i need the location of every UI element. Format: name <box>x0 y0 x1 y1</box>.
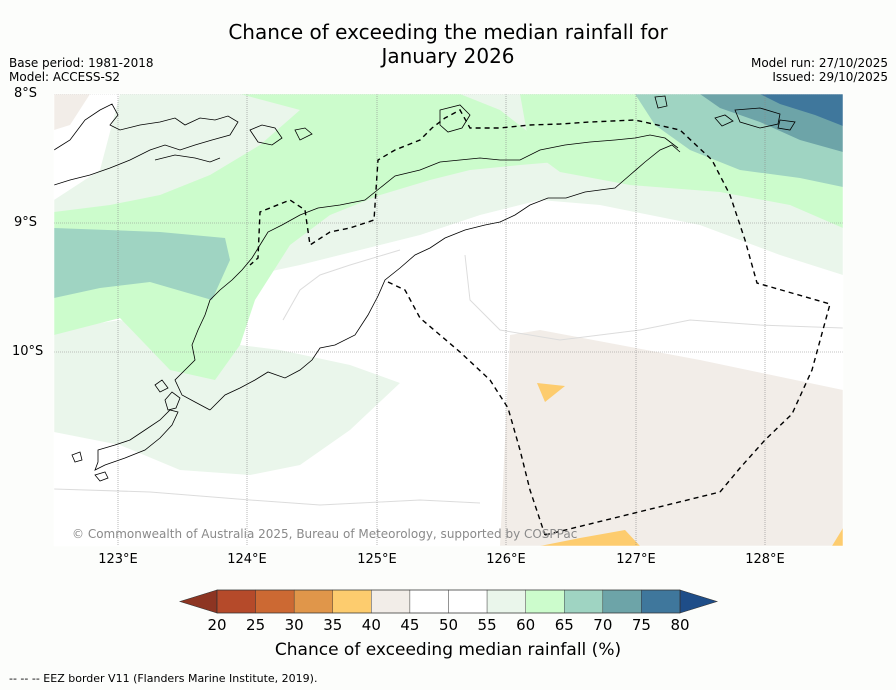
lon-label-124e: 124°E <box>227 552 267 567</box>
region-40-45 <box>500 330 843 546</box>
base-period: Base period: 1981-2018 <box>9 56 154 70</box>
colorbar-tick-label: 55 <box>477 616 497 634</box>
colorbar-tick-label: 35 <box>323 616 343 634</box>
region-75-80 <box>760 94 843 126</box>
colorbar <box>178 589 719 614</box>
region-40-45-top-left <box>54 94 90 130</box>
model-name: Model: ACCESS-S2 <box>9 70 121 84</box>
colorbar-cell <box>448 589 488 614</box>
lon-label-128e: 128°E <box>745 552 785 567</box>
meta-left: Base period: 1981-2018 Model: ACCESS-S2 <box>9 56 154 84</box>
region-60-65 <box>54 94 580 380</box>
region-55-60-lower <box>54 320 400 475</box>
issued-date: Issued: 29/10/2025 <box>772 70 888 84</box>
colorbar-cell <box>255 589 295 614</box>
colorbar-tick-label: 40 <box>361 616 381 634</box>
colorbar-cell <box>641 589 681 614</box>
colorbar-tick-label: 65 <box>554 616 574 634</box>
colorbar-tick-label: 70 <box>593 616 613 634</box>
colorbar-cell <box>486 589 526 614</box>
region-35-40-patch <box>537 383 565 402</box>
colorbar-tick-label: 45 <box>400 616 420 634</box>
title-line-2: January 2026 <box>381 44 515 68</box>
lat-label-9s: 9°S <box>14 215 38 230</box>
region-35-40-corner <box>832 528 843 546</box>
colorbar-tick-label: 20 <box>207 616 227 634</box>
colorbar-tick-label: 80 <box>670 616 690 634</box>
copyright-notice: © Commonwealth of Australia 2025, Bureau… <box>72 527 578 541</box>
eez-footnote: -- -- -- EEZ border V11 (Flanders Marine… <box>9 672 318 685</box>
colorbar-label: Chance of exceeding median rainfall (%) <box>274 640 622 660</box>
colorbar-over-arrow <box>679 589 719 614</box>
lon-label-127e: 127°E <box>616 552 656 567</box>
lat-label-8s: 8°S <box>14 86 38 101</box>
model-run: Model run: 27/10/2025 <box>750 56 888 70</box>
lon-label-126e: 126°E <box>486 552 526 567</box>
lon-label-123e: 123°E <box>98 552 138 567</box>
colorbar-cell <box>525 589 565 614</box>
gridlines <box>54 94 843 546</box>
title-line-1: Chance of exceeding the median rainfall … <box>228 20 668 44</box>
colorbar-tick-label: 30 <box>284 616 304 634</box>
page-title: Chance of exceeding the median rainfall … <box>0 20 896 68</box>
lat-label-10s: 10°S <box>12 344 44 359</box>
colorbar-cell <box>216 589 256 614</box>
coastline <box>54 95 796 482</box>
eez-border <box>249 109 831 536</box>
colorbar-cell <box>409 589 449 614</box>
colorbar-cell <box>602 589 642 614</box>
colorbar-tick-label: 75 <box>631 616 651 634</box>
colorbar-tick-label: 25 <box>246 616 266 634</box>
colorbar-under-arrow <box>178 589 218 614</box>
colorbar-cell <box>564 589 604 614</box>
meta-right: Model run: 27/10/2025 Issued: 29/10/2025 <box>751 56 888 84</box>
colorbar-cell <box>371 589 411 614</box>
colorbar-tick-label: 60 <box>516 616 536 634</box>
region-35-40-bottom <box>540 530 640 546</box>
lon-label-125e: 125°E <box>357 552 397 567</box>
colorbar-tick-label: 50 <box>438 616 459 634</box>
colorbar-cell <box>332 589 372 614</box>
colorbar-cell <box>293 589 333 614</box>
region-65-70-left <box>54 228 230 300</box>
